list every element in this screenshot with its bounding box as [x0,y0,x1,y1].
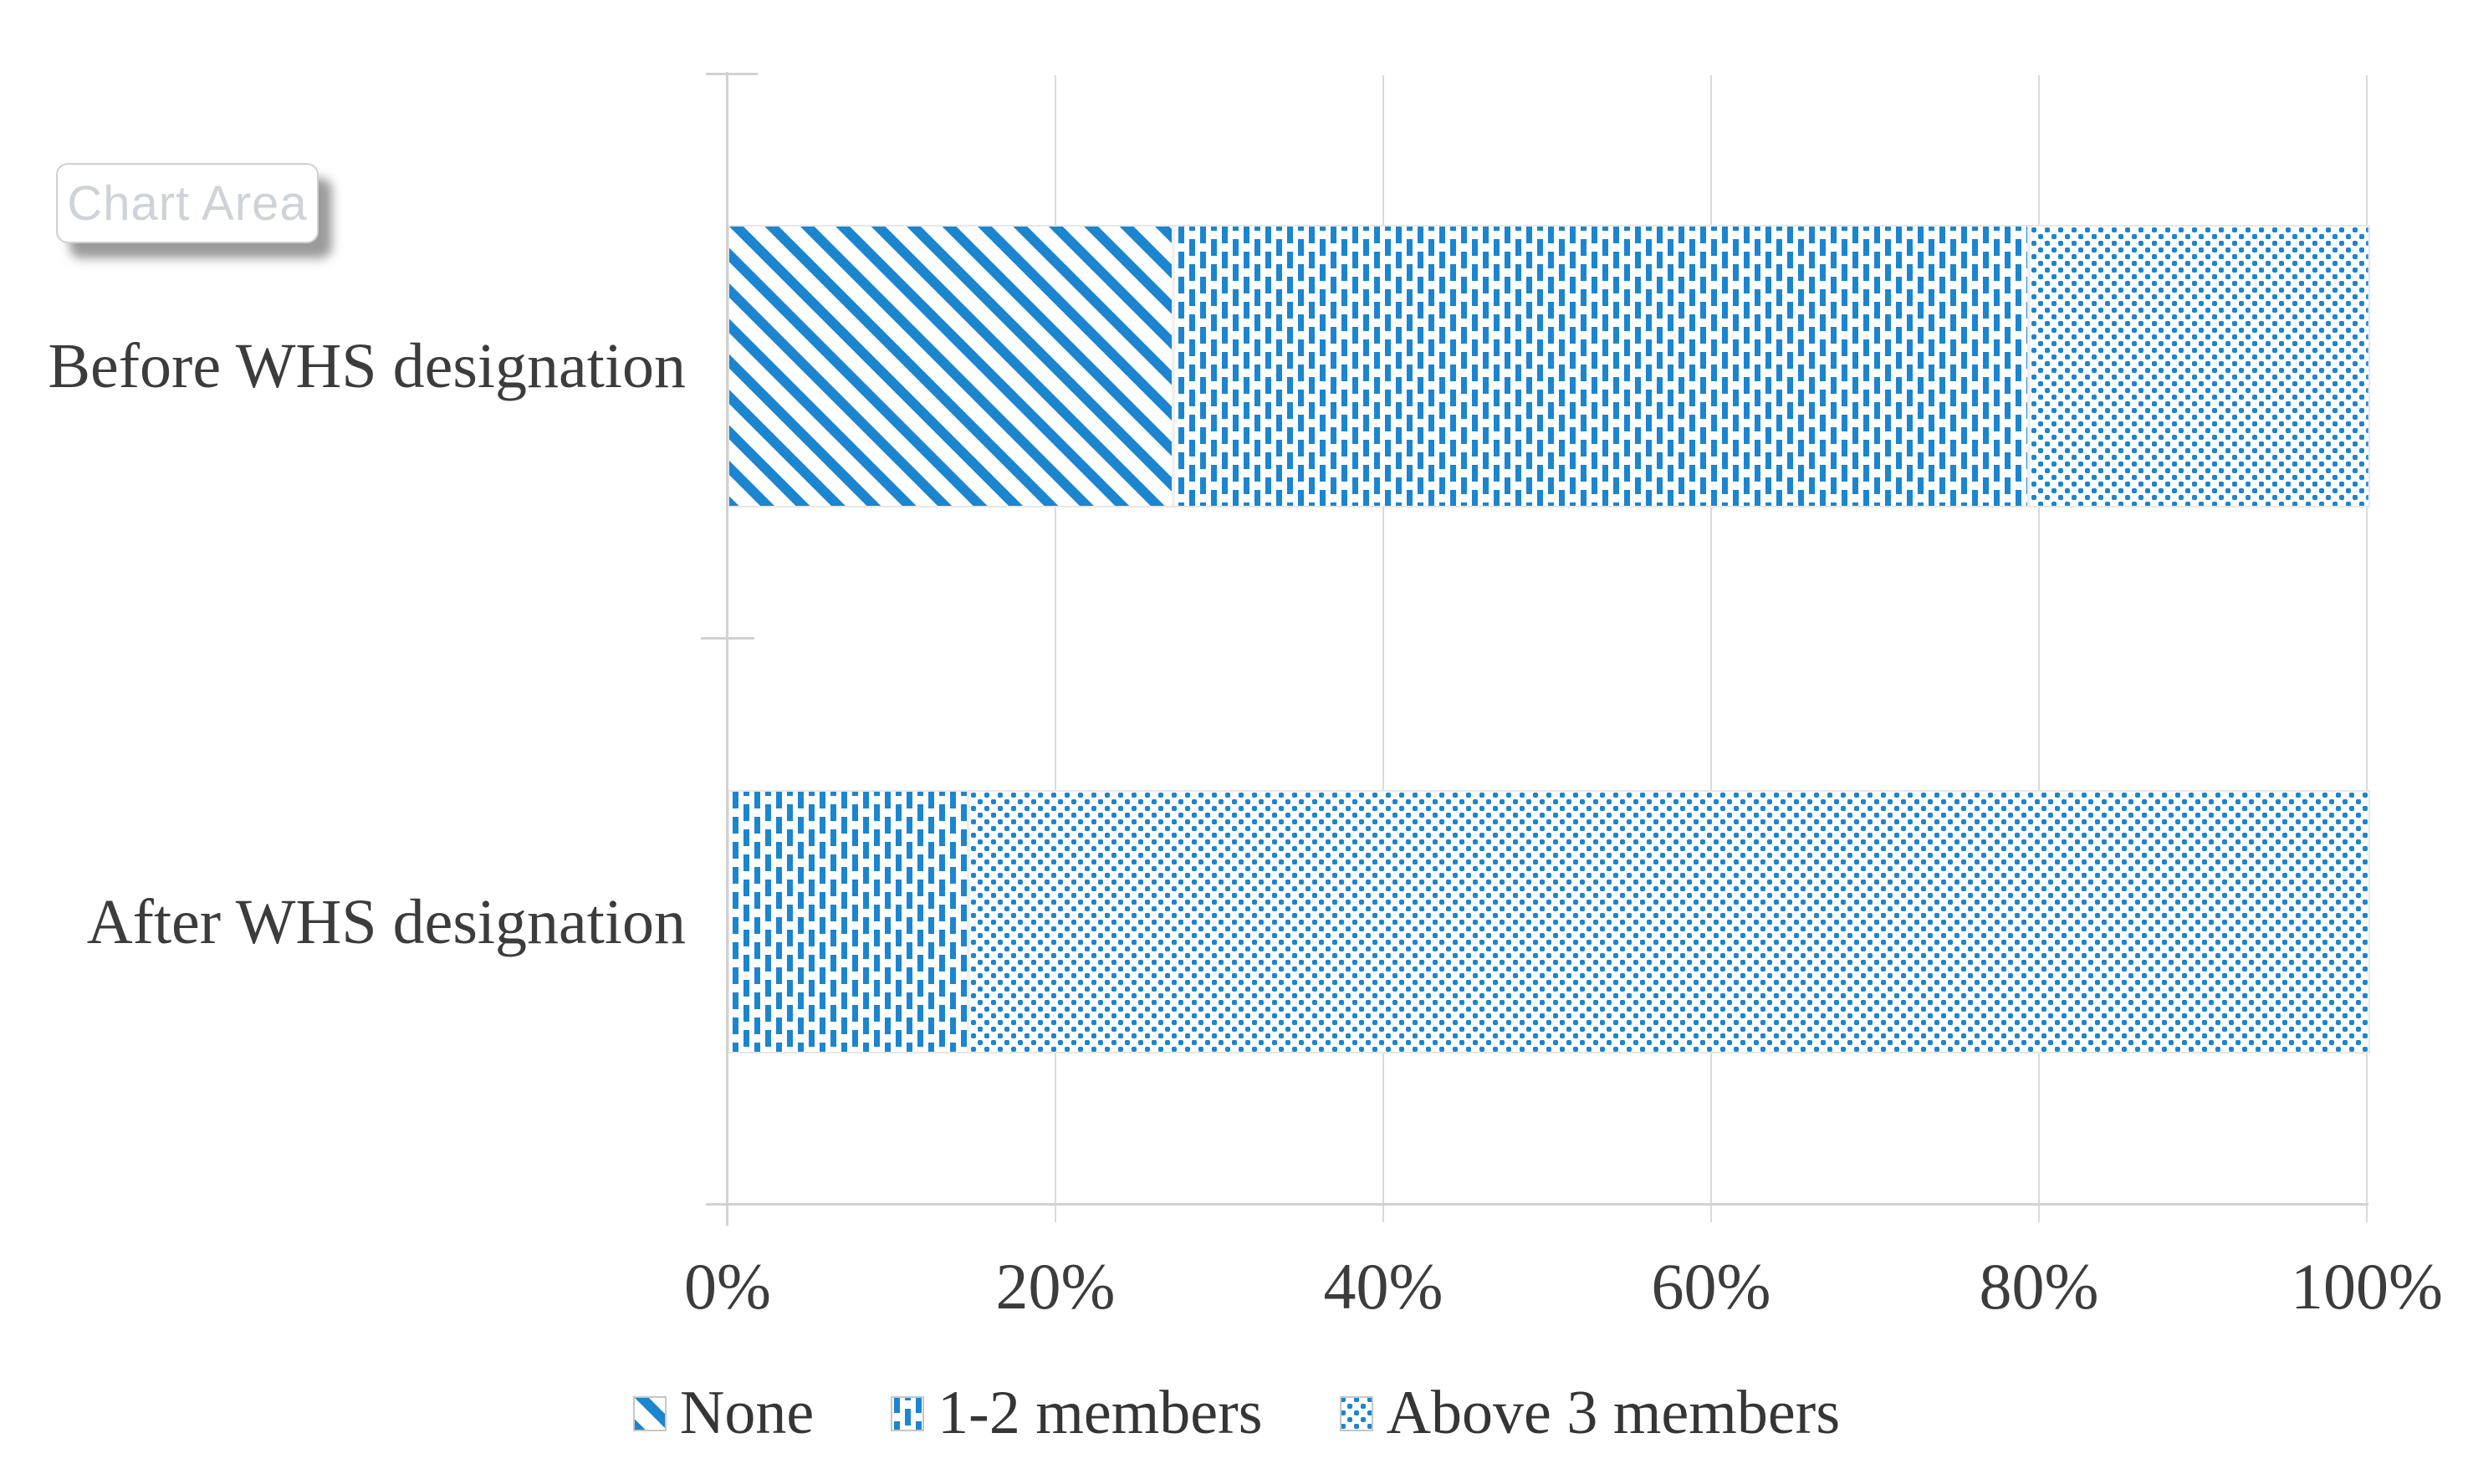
x-tick-label-100: 100% [2291,1250,2443,1323]
legend-item-above-3-members[interactable]: Above 3 members [1339,1378,1841,1449]
legend-swatch-diagonal-stripes [632,1395,667,1431]
x-axis-line [706,1203,2368,1206]
bar-segment-after-whs-designation-1-2-members[interactable] [729,792,968,1052]
legend: None 1-2 members Above 3 members [0,1378,2473,1449]
gridline-100 [2366,75,2368,1222]
chart-area-tooltip-label: Chart Area [67,176,308,231]
legend-label-1-2-members: 1-2 members [938,1379,1263,1447]
x-tick-label-20: 20% [995,1250,1116,1323]
legend-swatch-dots [1339,1395,1373,1431]
x-tick-label-40: 40% [1323,1250,1443,1323]
y-axis-tick-top [706,73,758,75]
bar-after-whs-designation [728,790,2370,1053]
legend-label-none: None [679,1379,815,1447]
gridline-40 [1382,75,1384,1222]
bar-segment-before-whs-designation-none[interactable] [729,227,1173,506]
pattern-fill-dots [970,792,2368,1052]
legend-label-above-3-members: Above 3 members [1386,1379,1841,1447]
gridline-60 [1710,75,1712,1222]
legend-item-none[interactable]: None [632,1378,815,1449]
bar-segment-after-whs-designation-above-3-members[interactable] [967,792,2368,1052]
legend-item-1-2-members[interactable]: 1-2 members [891,1378,1263,1449]
bar-segment-before-whs-designation-above-3-members[interactable] [2027,227,2368,506]
x-tick-label-80: 80% [1979,1250,2099,1323]
category-label-after-whs-designation: After WHS designation [86,886,686,957]
bar-before-whs-designation [728,225,2370,507]
x-tick-label-0: 0% [684,1250,771,1323]
y-axis-line [726,72,728,1226]
pattern-fill-dots [2031,227,2368,506]
legend-swatch-vertical-dashes [891,1395,925,1431]
chart-area-tooltip: Chart Area [56,163,319,243]
pattern-fill-vertical-dashes [1175,227,2028,506]
x-tick-label-60: 60% [1651,1250,1771,1323]
pattern-fill-vertical-dashes [729,792,968,1052]
category-label-before-whs-designation: Before WHS designation [48,331,686,401]
pattern-fill-diagonal-stripes [729,227,1173,506]
gridline-20 [1055,75,1056,1222]
y-axis-tick-middle [701,637,754,640]
bar-segment-before-whs-designation-1-2-members[interactable] [1172,227,2028,506]
gridline-80 [2038,75,2040,1222]
